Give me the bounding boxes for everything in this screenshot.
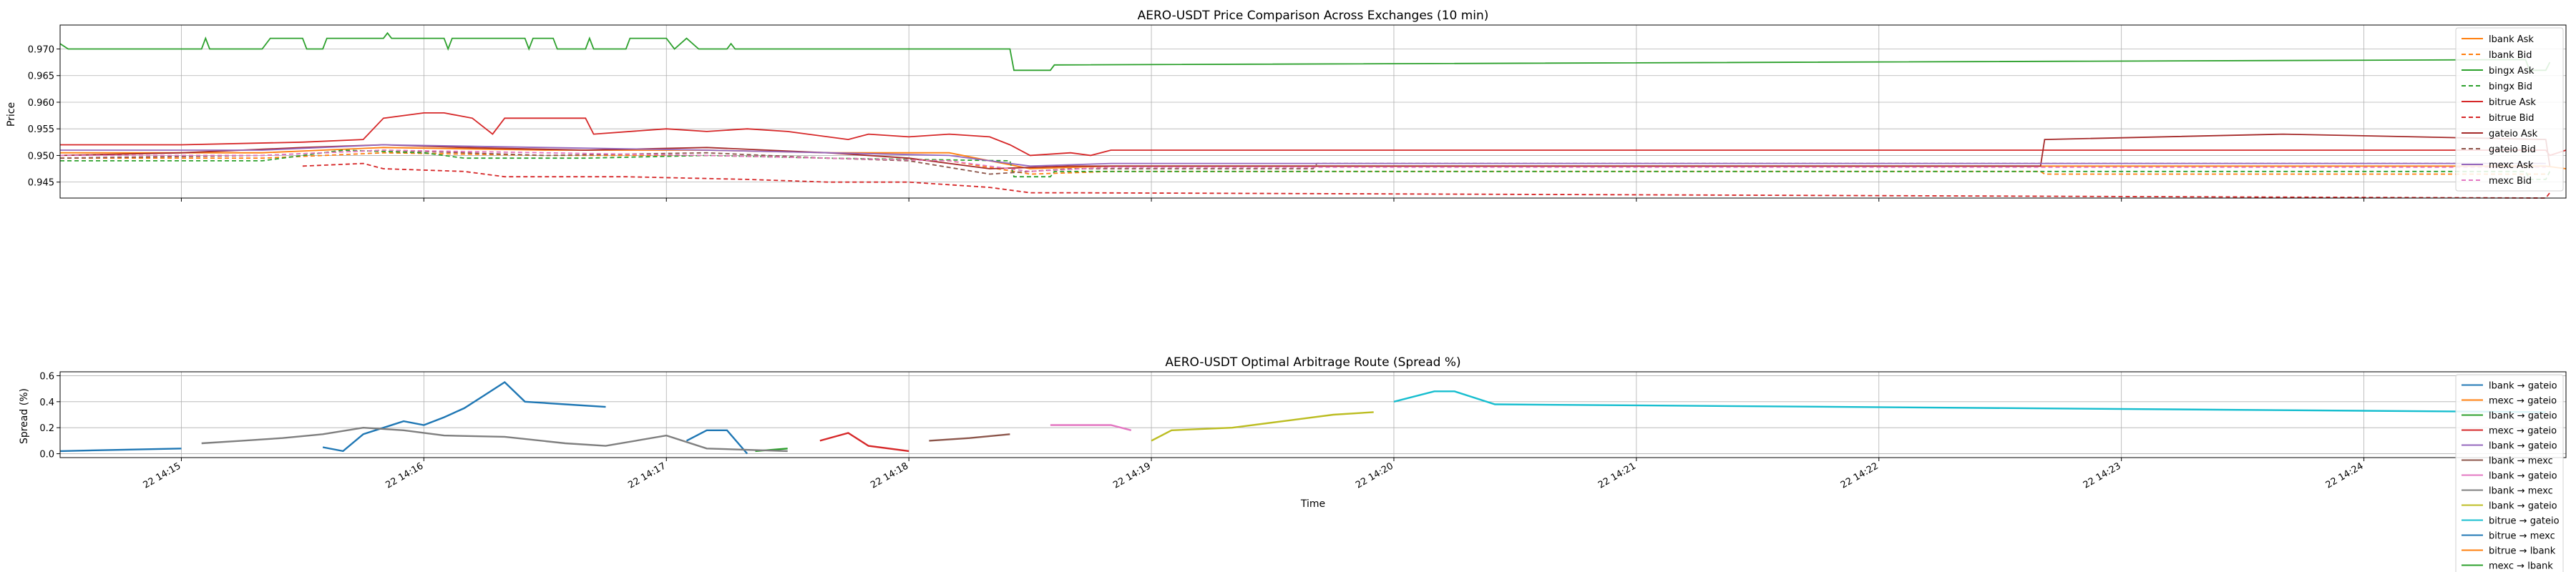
price-chart-legend: lbank Ask lbank Bid bingx Ask bingx Bid bitr…: [2455, 27, 2564, 192]
y-tick-label: 0.945: [28, 178, 54, 189]
y-tick-label: 0.4: [39, 398, 54, 408]
legend-label: lbank Bid: [2489, 50, 2532, 61]
y-tick-label: 0.2: [39, 423, 54, 434]
price-chart-y-ticks: 0.945 0.950 0.955 0.960 0.965 0.970: [28, 45, 60, 189]
legend-label: bingx Ask: [2489, 66, 2534, 77]
legend-label: gateio Bid: [2489, 144, 2536, 155]
y-tick-label: 0.955: [28, 124, 54, 135]
price-chart-series: [59, 31, 2567, 199]
y-tick-label: 0.960: [28, 98, 54, 109]
series-line: [686, 429, 748, 455]
series-line: [201, 426, 788, 453]
price-chart-frame: [59, 24, 2567, 199]
legend-label: bitrue → mexc: [2489, 531, 2555, 542]
spread-chart-legend: lbank → gateio mexc → gateio lbank → gatei…: [2455, 374, 2564, 572]
price-chart-x-ticks: [180, 198, 2365, 202]
series-line: [1050, 424, 1132, 431]
y-tick-label: 0.965: [28, 72, 54, 82]
y-tick-label: 0.950: [28, 151, 54, 162]
legend-label: lbank Ask: [2489, 34, 2534, 45]
spread-chart-series: [59, 380, 2546, 455]
series-line: [1393, 390, 2546, 413]
series-line: [819, 432, 909, 453]
legend-label: lbank → gateio: [2489, 381, 2557, 392]
legend-label: lbank → gateio: [2489, 501, 2557, 512]
legend-label: bitrue → gateio: [2489, 516, 2560, 527]
legend-box: [2455, 27, 2564, 192]
price-chart: AERO-USDT Price Comparison Across Exchan…: [6, 9, 2567, 202]
series-line: [322, 380, 606, 453]
legend-label: mexc → gateio: [2489, 396, 2557, 407]
legend-label: mexc → gateio: [2489, 426, 2557, 437]
y-tick-label: 0.970: [28, 45, 54, 56]
legend-label: lbank → gateio: [2489, 411, 2557, 422]
legend-label: mexc Ask: [2489, 160, 2534, 171]
series-line: [60, 112, 2567, 157]
legend-label: bitrue Ask: [2489, 97, 2536, 108]
legend-box: [2455, 374, 2564, 572]
spread-chart-y-ticks: 0.0 0.2 0.4 0.6: [39, 371, 60, 460]
spread-chart-grid: [60, 372, 2566, 458]
series-line: [60, 149, 2546, 172]
legend-label: bitrue → lbank: [2489, 546, 2556, 557]
legend-label: bingx Bid: [2489, 82, 2532, 92]
series-line: [59, 448, 182, 453]
spread-chart-ylabel: Spread (%): [19, 388, 30, 444]
series-line: [302, 162, 2551, 199]
legend-label: lbank → gateio: [2489, 471, 2557, 482]
series-line: [59, 31, 2551, 72]
spread-chart-frame: [59, 371, 2567, 458]
series-line: [60, 144, 2546, 167]
price-chart-ylabel: Price: [6, 102, 17, 127]
legend-label: bitrue Bid: [2489, 113, 2534, 124]
series-line: [1151, 411, 1374, 442]
legend-label: lbank → mexc: [2489, 456, 2553, 467]
legend-label: gateio Ask: [2489, 129, 2538, 139]
y-tick-label: 0.6: [39, 371, 54, 382]
price-chart-grid: [60, 25, 2566, 198]
legend-label: mexc → lbank: [2489, 561, 2553, 572]
price-chart-title: AERO-USDT Price Comparison Across Exchan…: [1138, 9, 1489, 23]
spread-chart-title: AERO-USDT Optimal Arbitrage Route (Sprea…: [1165, 355, 1460, 370]
legend-label: mexc Bid: [2489, 176, 2532, 187]
legend-label: lbank → mexc: [2489, 486, 2553, 497]
spread-chart-xlabel: Time: [1300, 498, 1325, 510]
legend-label: lbank → gateio: [2489, 441, 2557, 452]
series-line: [929, 433, 1010, 442]
y-tick-label: 0.0: [39, 450, 54, 460]
